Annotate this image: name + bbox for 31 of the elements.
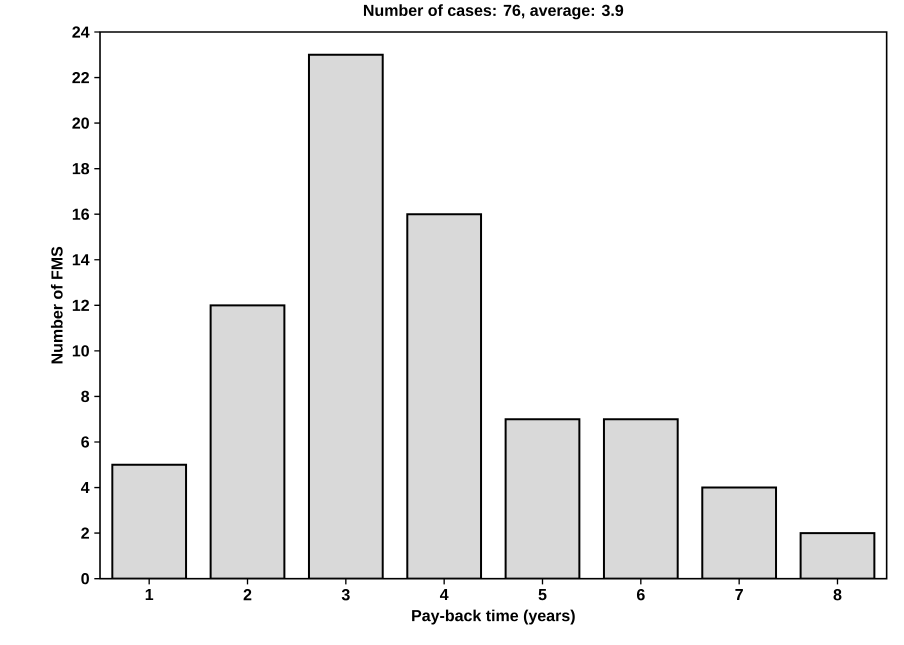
y-tick-label: 10 [72, 345, 89, 356]
bar [407, 214, 482, 578]
y-tick-label: 14 [72, 254, 90, 266]
x-tick-label: 4 [440, 588, 449, 600]
chart-title: Number of cases: 76, average: 3.9 [364, 4, 624, 20]
y-tick-label: 18 [72, 162, 90, 174]
y-tick-label: 8 [81, 390, 90, 402]
y-tick-label: 0 [81, 572, 89, 584]
bar [506, 419, 580, 578]
x-tick-label: 2 [244, 588, 252, 600]
y-tick-label: 20 [72, 117, 89, 129]
x-tick-label: 8 [834, 588, 842, 600]
y-tick-label: 2 [81, 527, 89, 539]
y-axis-title: Number of FMS [50, 246, 63, 364]
y-tick-label: 16 [72, 208, 90, 220]
bar [604, 419, 678, 578]
y-tick-label: 22 [72, 72, 89, 83]
x-tick-label: 6 [636, 588, 645, 600]
y-tick-label: 6 [81, 436, 90, 448]
x-tick-label: 5 [538, 588, 546, 600]
bar [702, 487, 776, 578]
y-tick-label: 12 [72, 300, 89, 311]
x-axis-title: Pay-back time (years) [412, 609, 575, 624]
bar [112, 464, 186, 578]
bar [210, 305, 284, 578]
x-tick-label: 3 [342, 588, 350, 600]
x-tick-label: 7 [735, 588, 743, 600]
x-tick-label: 1 [146, 588, 154, 600]
bar [308, 54, 383, 578]
y-tick-label: 4 [80, 482, 90, 493]
y-tick-label: 24 [72, 26, 90, 38]
